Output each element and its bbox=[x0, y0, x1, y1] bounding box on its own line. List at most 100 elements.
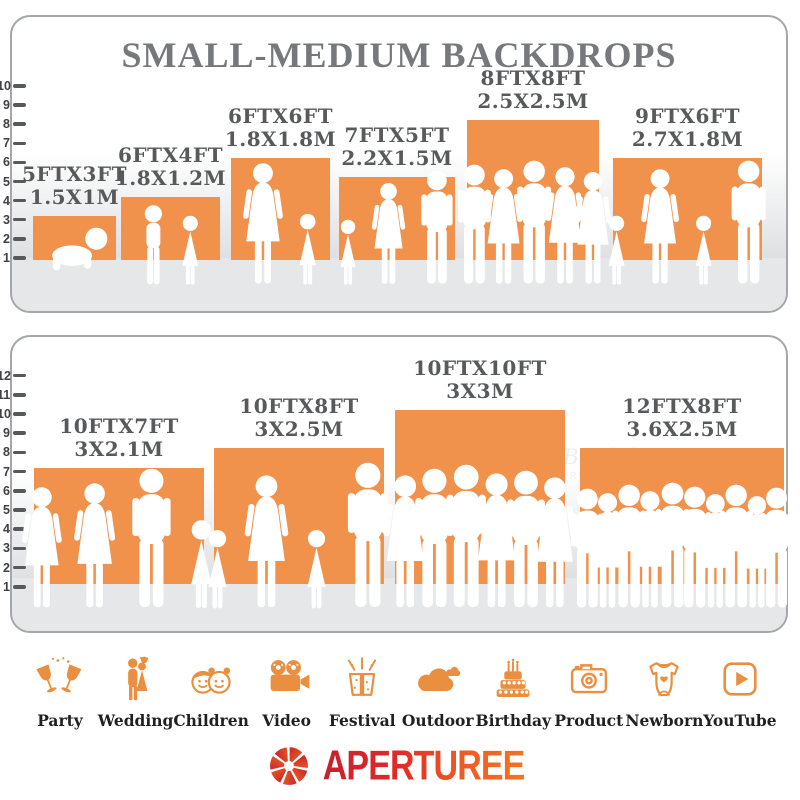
people-silhouettes bbox=[17, 468, 221, 610]
festival-icon bbox=[348, 657, 377, 696]
ruler-tick-number: 10 bbox=[0, 79, 11, 93]
category-label: Video bbox=[262, 711, 311, 730]
bar-9ftx6ft: 9FTX6FT 2.7X1.8M bbox=[613, 104, 762, 260]
ruler-tick-number: 11 bbox=[0, 387, 11, 402]
bar-12ftx8ft: 12FTX8FT 3.6X2.5M bbox=[580, 394, 784, 584]
category-label: Children bbox=[173, 711, 249, 730]
woman-silhouette bbox=[69, 482, 120, 610]
category-label: Birthday bbox=[475, 711, 552, 730]
man-silhouette bbox=[752, 487, 800, 610]
small-medium-panel: SMALL-MEDIUM BACKDROPS 1 2 3 4 5 6 7 8 9 10 5FTX3… bbox=[0, 15, 788, 313]
ruler-tick-number: 5 bbox=[3, 174, 10, 189]
people-silhouettes bbox=[38, 226, 112, 286]
bar-size-label: 12FTX8FT 3.6X2.5M bbox=[622, 394, 741, 442]
ruler-tick: 9 bbox=[0, 426, 26, 440]
boy-silhouette bbox=[136, 204, 170, 286]
ruler-tick-mark bbox=[13, 256, 26, 260]
ruler-tick-number: 1 bbox=[3, 579, 10, 594]
category-youtube: YouTube bbox=[703, 655, 777, 730]
bar-size-m: 3.6X2.5M bbox=[626, 417, 738, 442]
ruler-tick-mark bbox=[13, 469, 26, 474]
ruler-tick: 5 bbox=[0, 175, 26, 189]
category-wedding: Wedding bbox=[98, 655, 173, 730]
bar-size-label: 10FTX7FT 3X2.1M bbox=[59, 414, 178, 462]
ruler-tick-mark bbox=[13, 84, 26, 88]
ruler-tick: 7 bbox=[0, 465, 26, 479]
people-silhouettes bbox=[563, 482, 800, 610]
ruler-tick-mark bbox=[13, 450, 26, 455]
woman-silhouette bbox=[367, 182, 409, 286]
ruler-tick: 12 bbox=[0, 369, 26, 383]
ruler-tick-number: 10 bbox=[0, 407, 11, 421]
people-silhouettes bbox=[450, 160, 616, 286]
bar-size-m: 3X3M bbox=[446, 379, 514, 404]
category-label: Outdoor bbox=[401, 711, 474, 730]
people-silhouettes bbox=[200, 462, 397, 610]
category-row: Party Wedding bbox=[0, 655, 800, 730]
woman-silhouette bbox=[17, 486, 67, 610]
ruler-tick: 10 bbox=[0, 407, 26, 421]
girl-silhouette bbox=[299, 528, 333, 610]
bar-7ftx5ft: 7FTX5FT 2.2X1.5M bbox=[339, 123, 455, 260]
aperture-blade bbox=[287, 765, 309, 784]
girl-silhouette bbox=[601, 214, 631, 286]
ruler-tick: 6 bbox=[0, 484, 26, 498]
people-silhouettes bbox=[238, 162, 324, 286]
ruler-tick-number: 8 bbox=[3, 445, 10, 460]
ruler-tick-mark bbox=[13, 217, 26, 222]
children-icon bbox=[191, 667, 231, 694]
ruler-tick: 3 bbox=[0, 541, 26, 555]
aperture-blade bbox=[269, 764, 291, 785]
aperture-blade bbox=[281, 764, 299, 787]
bar-size-label: 6FTX6FT 1.8X1.8M bbox=[224, 103, 337, 152]
ruler-tick-number: 12 bbox=[0, 368, 11, 383]
ruler-tick-number: 5 bbox=[3, 503, 10, 517]
people-silhouettes bbox=[378, 464, 582, 610]
girl-silhouette bbox=[200, 528, 234, 610]
ruler-tick-mark bbox=[13, 546, 26, 551]
ruler-tick: 8 bbox=[0, 117, 26, 131]
category-children: Children bbox=[173, 655, 249, 730]
bar-size-ft: 6FTX6FT bbox=[227, 103, 333, 128]
category-label: Party bbox=[37, 711, 83, 730]
ruler-tick-mark bbox=[13, 585, 26, 589]
ruler-tick: 1 bbox=[0, 580, 26, 594]
bar-size-m: 1.5X1M bbox=[29, 185, 120, 210]
bar-8ftx8ft: 8FTX8FT 2.5X2.5M bbox=[467, 66, 599, 260]
category-product: Product bbox=[553, 655, 625, 730]
ruler-tick-number: 3 bbox=[3, 212, 10, 227]
bar-size-ft: 6FTX4FT bbox=[117, 142, 223, 167]
ruler-tick: 11 bbox=[0, 388, 26, 402]
ruler-tick-mark bbox=[13, 122, 26, 126]
bar-10ftx8ft: 10FTX8FT 3X2.5M bbox=[214, 394, 384, 584]
ruler-tick-number: 1 bbox=[3, 250, 10, 265]
man-silhouette bbox=[724, 160, 774, 286]
bar-size-label: 6FTX4FT 1.8X1.2M bbox=[115, 142, 226, 191]
ruler-tick-mark bbox=[13, 565, 26, 570]
bar-size-ft: 10FTX8FT bbox=[239, 393, 359, 418]
bar-size-m: 1.8X1.8M bbox=[224, 127, 337, 152]
baby-silhouette bbox=[38, 226, 112, 272]
ruler-tick-mark bbox=[13, 508, 26, 512]
people-silhouettes bbox=[136, 204, 206, 286]
ruler-tick: 6 bbox=[0, 155, 26, 169]
ruler-tick-mark bbox=[13, 431, 26, 435]
people-silhouettes bbox=[601, 160, 774, 286]
youtube-icon bbox=[723, 662, 757, 696]
category-label: Newborn bbox=[625, 711, 704, 730]
ruler-tick-mark bbox=[13, 373, 26, 378]
bar-size-m: 2.5X2.5M bbox=[477, 89, 589, 114]
woman-silhouette bbox=[636, 168, 683, 286]
girl-silhouette bbox=[175, 214, 205, 286]
category-video: Video bbox=[251, 655, 323, 730]
ruler-tick-mark bbox=[13, 527, 26, 531]
category-festival: Festival bbox=[326, 655, 398, 730]
bar-size-m: 3X2.1M bbox=[74, 437, 164, 462]
category-outdoor: Outdoor bbox=[402, 655, 474, 730]
ruler-tick: 1 bbox=[0, 251, 26, 265]
ruler-tick-mark bbox=[13, 412, 26, 416]
ruler-tick: 7 bbox=[0, 136, 26, 150]
ruler-tick-mark bbox=[13, 489, 26, 493]
ruler-tick: 9 bbox=[0, 98, 26, 112]
birthday-icon bbox=[496, 658, 530, 697]
